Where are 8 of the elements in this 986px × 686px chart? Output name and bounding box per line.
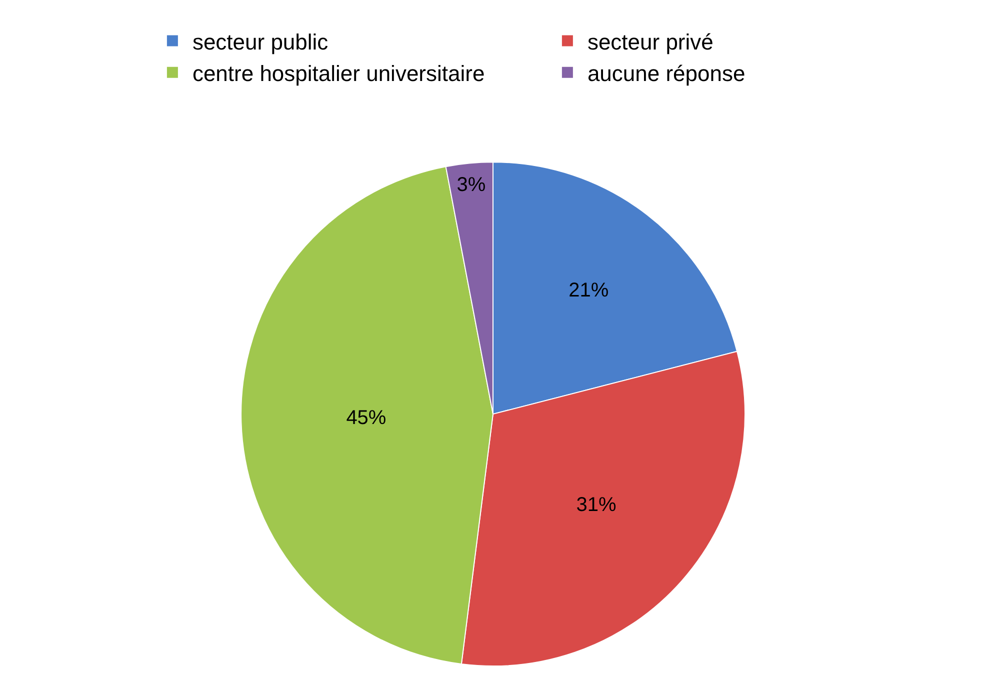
legend-label: secteur privé [587,29,714,54]
data-label: 21% [568,280,609,302]
data-label: 31% [576,494,617,516]
data-label: 45% [346,407,386,430]
data-label: 3% [456,174,486,196]
legend-label: aucune réponse [587,60,746,86]
legend-label: secteur public [192,29,328,54]
legend-label: centre hospitalier universitaire [192,60,485,86]
